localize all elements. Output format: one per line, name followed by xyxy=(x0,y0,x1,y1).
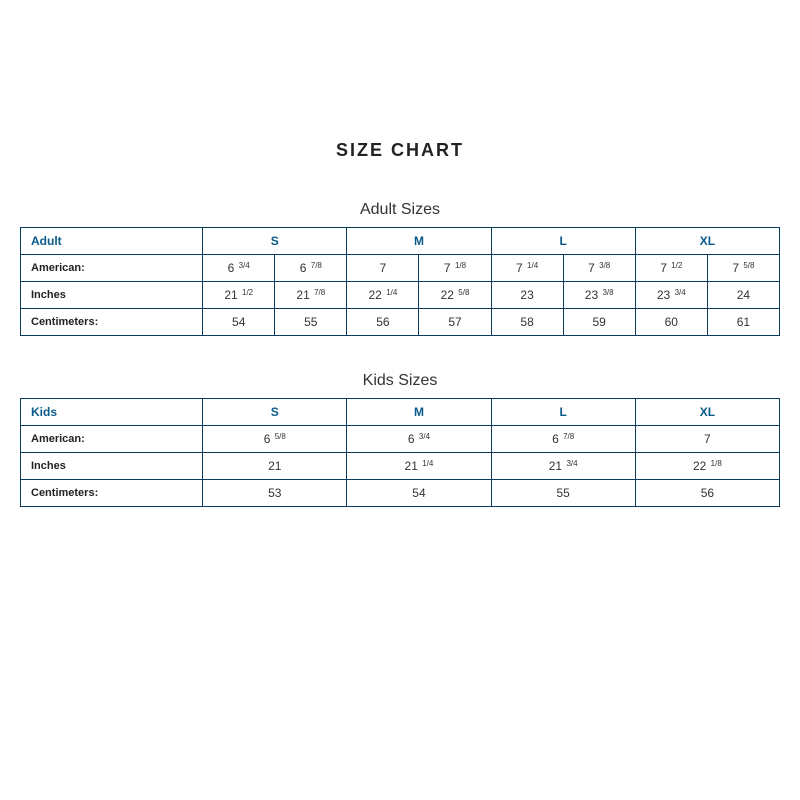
cell-value: 57 xyxy=(419,309,491,336)
row-label: Inches xyxy=(21,453,203,480)
cell-value: 21 1/2 xyxy=(203,282,275,309)
adult-col-xl: XL xyxy=(635,228,779,255)
cell-value: 7 1/2 xyxy=(635,255,707,282)
cell-value: 61 xyxy=(707,309,779,336)
kids-table: Kids S M L XL American:6 5/86 3/46 7/87I… xyxy=(20,398,780,507)
cell-value: 55 xyxy=(275,309,347,336)
cell-value: 60 xyxy=(635,309,707,336)
table-row: American:6 5/86 3/46 7/87 xyxy=(21,426,780,453)
cell-value: 54 xyxy=(203,309,275,336)
kids-col-xl: XL xyxy=(635,399,779,426)
table-row: Inches2121 1/421 3/422 1/8 xyxy=(21,453,780,480)
cell-value: 22 5/8 xyxy=(419,282,491,309)
cell-value: 21 xyxy=(203,453,347,480)
page-title: SIZE CHART xyxy=(20,140,780,161)
row-label: Centimeters: xyxy=(21,309,203,336)
kids-col-m: M xyxy=(347,399,491,426)
cell-value: 7 3/8 xyxy=(563,255,635,282)
cell-value: 22 1/4 xyxy=(347,282,419,309)
row-label: American: xyxy=(21,255,203,282)
adult-section: Adult Sizes Adult S M L XL American:6 3/… xyxy=(20,201,780,336)
adult-col-s: S xyxy=(203,228,347,255)
cell-value: 59 xyxy=(563,309,635,336)
adult-col-l: L xyxy=(491,228,635,255)
cell-value: 7 xyxy=(347,255,419,282)
table-row: American:6 3/46 7/877 1/87 1/47 3/87 1/2… xyxy=(21,255,780,282)
adult-tbody: American:6 3/46 7/877 1/87 1/47 3/87 1/2… xyxy=(21,255,780,336)
adult-section-title: Adult Sizes xyxy=(20,201,780,219)
cell-value: 23 3/4 xyxy=(635,282,707,309)
cell-value: 55 xyxy=(491,480,635,507)
cell-value: 23 xyxy=(491,282,563,309)
cell-value: 6 3/4 xyxy=(347,426,491,453)
adult-header-label: Adult xyxy=(21,228,203,255)
table-row: Centimeters:5455565758596061 xyxy=(21,309,780,336)
kids-header-row: Kids S M L XL xyxy=(21,399,780,426)
kids-tbody: American:6 5/86 3/46 7/87Inches2121 1/42… xyxy=(21,426,780,507)
kids-header-label: Kids xyxy=(21,399,203,426)
adult-col-m: M xyxy=(347,228,491,255)
cell-value: 22 1/8 xyxy=(635,453,779,480)
size-chart-container: SIZE CHART Adult Sizes Adult S M L XL xyxy=(20,40,780,507)
kids-section: Kids Sizes Kids S M L XL American:6 5/86… xyxy=(20,372,780,507)
cell-value: 56 xyxy=(635,480,779,507)
row-label: American: xyxy=(21,426,203,453)
cell-value: 58 xyxy=(491,309,563,336)
cell-value: 7 1/4 xyxy=(491,255,563,282)
cell-value: 7 xyxy=(635,426,779,453)
row-label: Inches xyxy=(21,282,203,309)
cell-value: 21 7/8 xyxy=(275,282,347,309)
adult-table: Adult S M L XL American:6 3/46 7/877 1/8… xyxy=(20,227,780,336)
cell-value: 24 xyxy=(707,282,779,309)
cell-value: 56 xyxy=(347,309,419,336)
cell-value: 7 5/8 xyxy=(707,255,779,282)
cell-value: 21 1/4 xyxy=(347,453,491,480)
cell-value: 23 3/8 xyxy=(563,282,635,309)
table-row: Inches21 1/221 7/822 1/422 5/82323 3/823… xyxy=(21,282,780,309)
kids-col-s: S xyxy=(203,399,347,426)
row-label: Centimeters: xyxy=(21,480,203,507)
cell-value: 6 7/8 xyxy=(275,255,347,282)
adult-header-row: Adult S M L XL xyxy=(21,228,780,255)
cell-value: 21 3/4 xyxy=(491,453,635,480)
kids-col-l: L xyxy=(491,399,635,426)
cell-value: 6 7/8 xyxy=(491,426,635,453)
cell-value: 6 5/8 xyxy=(203,426,347,453)
cell-value: 6 3/4 xyxy=(203,255,275,282)
kids-section-title: Kids Sizes xyxy=(20,372,780,390)
cell-value: 54 xyxy=(347,480,491,507)
table-row: Centimeters:53545556 xyxy=(21,480,780,507)
cell-value: 7 1/8 xyxy=(419,255,491,282)
cell-value: 53 xyxy=(203,480,347,507)
